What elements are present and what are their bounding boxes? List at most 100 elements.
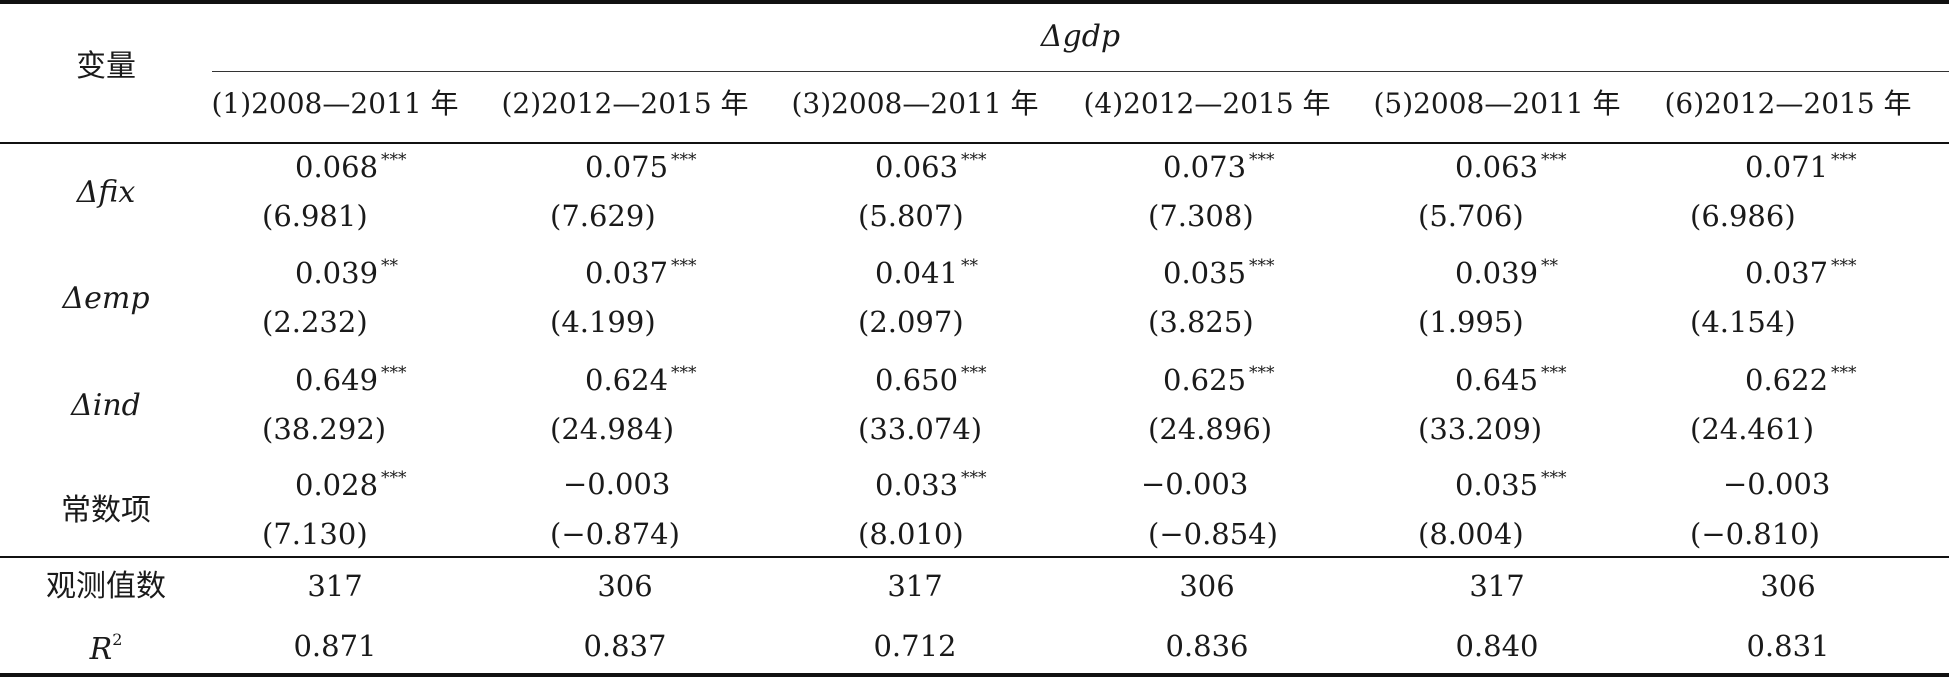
t-statistic-cell: (2.232)	[262, 305, 368, 339]
t-statistic-cell: (24.461)	[1690, 412, 1815, 446]
t-statistic-cell: (−0.854)	[1148, 517, 1278, 551]
observations-cell: 317	[887, 569, 943, 603]
significance-stars: ***	[671, 256, 697, 276]
t-statistic-cell: (2.097)	[858, 305, 964, 339]
coefficient-value: 0.063	[875, 150, 959, 184]
significance-stars: ***	[671, 150, 697, 170]
r-squared-cell: 0.871	[293, 629, 377, 663]
column-header-2: (2)2012—2015 年	[501, 87, 749, 120]
significance-stars: ***	[671, 363, 697, 383]
coefficient-value: 0.649	[295, 363, 379, 397]
r-squared-symbol: R	[89, 632, 113, 667]
coefficient-cell: 0.033 ***	[875, 470, 987, 500]
dependent-variable-underline	[212, 71, 1949, 72]
column-header-6: (6)2012—2015 年	[1664, 87, 1912, 120]
coefficient-cell: −0.003	[1723, 470, 1830, 499]
observations-cell: 317	[1469, 569, 1525, 603]
t-statistic-cell: (24.984)	[550, 412, 675, 446]
significance-stars: ***	[1831, 256, 1857, 276]
coefficient-cell: 0.037 ***	[585, 258, 697, 288]
table-bottom-rule	[0, 673, 1949, 677]
t-statistic-cell: (5.807)	[858, 199, 964, 233]
significance-stars: ***	[1249, 150, 1275, 170]
coefficient-cell: −0.003	[563, 470, 670, 499]
significance-stars: **	[961, 256, 979, 276]
t-statistic-cell: (4.154)	[1690, 305, 1796, 339]
t-statistic-cell: (7.629)	[550, 199, 656, 233]
significance-stars: ***	[381, 468, 407, 488]
coefficient-cell: 0.073 ***	[1163, 152, 1275, 182]
r-squared-cell: 0.831	[1746, 629, 1830, 663]
column-header-1: (1)2008—2011 年	[211, 87, 459, 120]
t-statistic-cell: (33.209)	[1418, 412, 1543, 446]
t-statistic-cell: (−0.810)	[1690, 517, 1820, 551]
coefficient-value: 0.039	[1455, 256, 1539, 290]
r-squared-label: R2	[0, 632, 212, 665]
coefficient-cell: 0.039 **	[1455, 258, 1558, 288]
coefficient-value: 0.625	[1163, 363, 1247, 397]
coefficient-value: 0.075	[585, 150, 669, 184]
coefficient-cell: 0.622 ***	[1745, 365, 1857, 395]
coefficient-value: 0.063	[1455, 150, 1539, 184]
coefficient-cell: 0.645 ***	[1455, 365, 1567, 395]
coefficient-cell: 0.028 ***	[295, 470, 407, 500]
observations-cell: 317	[307, 569, 363, 603]
coefficient-value: 0.037	[1745, 256, 1829, 290]
r-squared-cell: 0.840	[1455, 629, 1539, 663]
coefficient-cell: 0.041 **	[875, 258, 978, 288]
t-statistic-cell: (8.004)	[1418, 517, 1524, 551]
coefficient-cell: 0.063 ***	[875, 152, 987, 182]
r-squared-cell: 0.836	[1165, 629, 1249, 663]
t-statistic-cell: (1.995)	[1418, 305, 1524, 339]
coefficient-cell: 0.624 ***	[585, 365, 697, 395]
coefficient-value: 0.041	[875, 256, 959, 290]
t-statistic-cell: (6.981)	[262, 199, 368, 233]
coefficient-cell: 0.063 ***	[1455, 152, 1567, 182]
coefficient-value: −0.003	[1723, 467, 1831, 501]
coefficient-cell: 0.039 **	[295, 258, 398, 288]
significance-stars: ***	[1541, 150, 1567, 170]
t-statistic-cell: (8.010)	[858, 517, 964, 551]
coefficient-value: 0.071	[1745, 150, 1829, 184]
coefficient-value: 0.033	[875, 468, 959, 502]
coefficient-value: 0.650	[875, 363, 959, 397]
coefficient-cell: 0.037 ***	[1745, 258, 1857, 288]
r-squared-cell: 0.712	[873, 629, 957, 663]
t-statistic-cell: (4.199)	[550, 305, 656, 339]
column-header-4: (4)2012—2015 年	[1083, 87, 1331, 120]
t-statistic-cell: (38.292)	[262, 412, 387, 446]
coefficient-value: 0.037	[585, 256, 669, 290]
t-statistic-cell: (3.825)	[1148, 305, 1254, 339]
coefficient-value: 0.028	[295, 468, 379, 502]
variable-column-header: 变量	[76, 49, 136, 84]
coefficient-cell: 0.035 ***	[1455, 470, 1567, 500]
coefficient-cell: 0.649 ***	[295, 365, 407, 395]
r-squared-cell: 0.837	[583, 629, 667, 663]
observations-label: 观测值数	[46, 569, 166, 604]
coefficient-value: −0.003	[563, 467, 671, 501]
significance-stars: ***	[1541, 363, 1567, 383]
t-statistic-cell: (33.074)	[858, 412, 983, 446]
coefficient-value: 0.645	[1455, 363, 1539, 397]
coefficient-value: 0.068	[295, 150, 379, 184]
coefficient-value: 0.039	[295, 256, 379, 290]
coefficient-value: 0.035	[1455, 468, 1539, 502]
row-label-3: Δind	[71, 388, 141, 423]
observations-cell: 306	[597, 569, 653, 603]
coefficient-cell: 0.625 ***	[1163, 365, 1275, 395]
dependent-variable-header: Δgdp	[1040, 19, 1121, 54]
significance-stars: ***	[961, 363, 987, 383]
coefficient-value: −0.003	[1141, 467, 1249, 501]
coefficient-cell: 0.068 ***	[295, 152, 407, 182]
significance-stars: ***	[961, 150, 987, 170]
coefficient-value: 0.073	[1163, 150, 1247, 184]
observations-cell: 306	[1179, 569, 1235, 603]
t-statistic-cell: (6.986)	[1690, 199, 1796, 233]
t-statistic-cell: (5.706)	[1418, 199, 1524, 233]
coefficient-cell: −0.003	[1141, 470, 1248, 499]
coefficient-value: 0.035	[1163, 256, 1247, 290]
significance-stars: ***	[1249, 256, 1275, 276]
row-label-1: Δfix	[76, 175, 136, 210]
table-top-rule	[0, 0, 1949, 4]
significance-stars: ***	[961, 468, 987, 488]
